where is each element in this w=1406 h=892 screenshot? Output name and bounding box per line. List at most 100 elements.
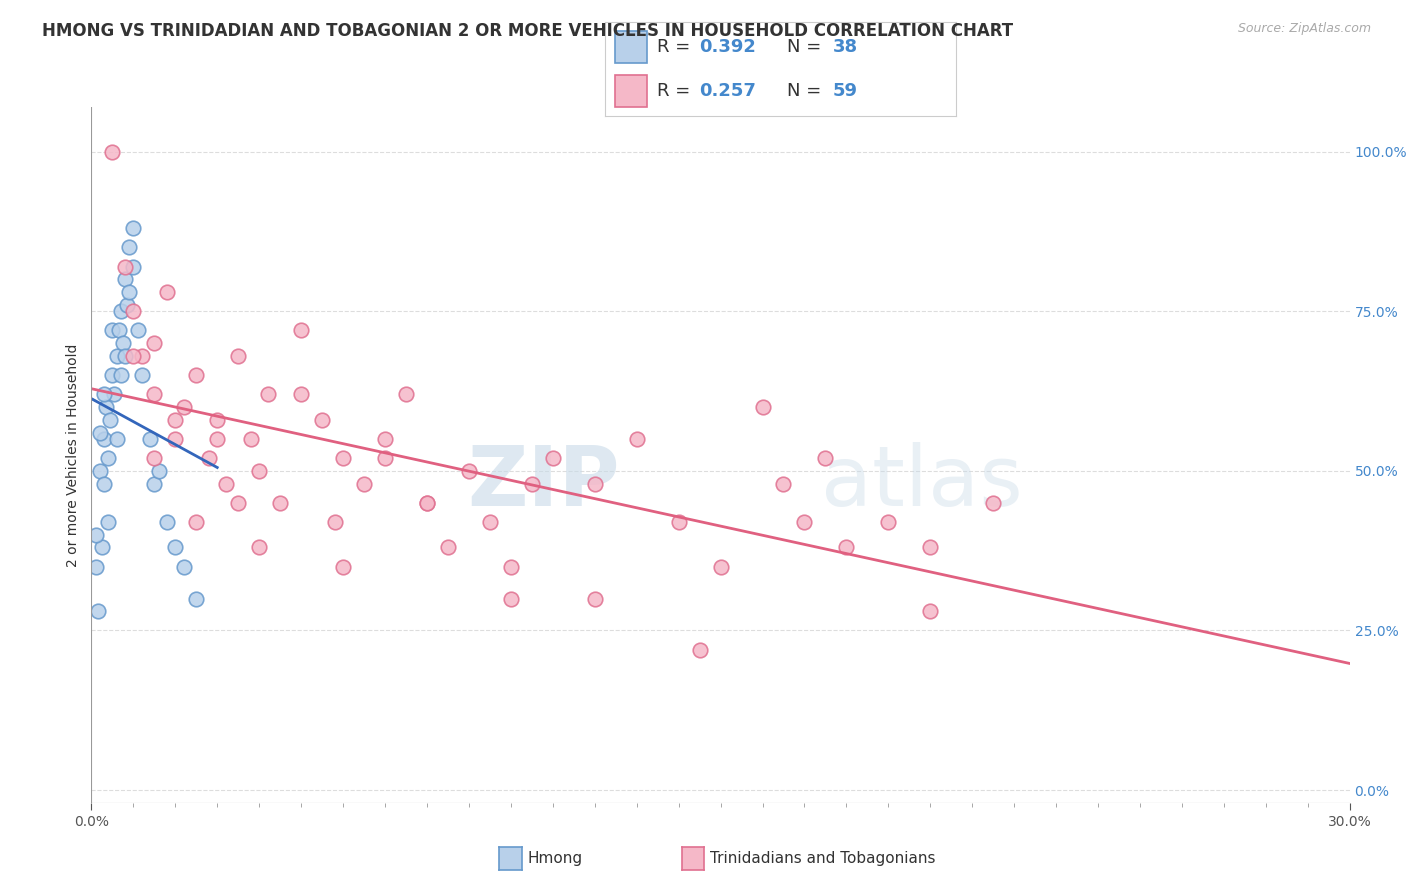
Point xyxy=(256,387,278,401)
Point xyxy=(97,451,120,466)
Point xyxy=(395,387,418,401)
Point xyxy=(198,451,221,466)
Point xyxy=(311,413,333,427)
Point xyxy=(110,304,132,318)
Point xyxy=(84,559,107,574)
Point xyxy=(143,336,166,351)
Point xyxy=(186,591,208,606)
Point xyxy=(772,476,794,491)
Point xyxy=(457,464,479,478)
Point xyxy=(90,541,112,555)
Point xyxy=(416,496,439,510)
Point xyxy=(751,400,773,414)
Point xyxy=(173,400,195,414)
Point xyxy=(86,604,108,618)
Point xyxy=(105,349,128,363)
Point xyxy=(94,400,117,414)
Point xyxy=(247,541,270,555)
Point xyxy=(290,387,312,401)
Point xyxy=(814,451,837,466)
Point xyxy=(920,541,942,555)
Point xyxy=(981,496,1004,510)
Point xyxy=(110,368,132,383)
Point xyxy=(353,476,375,491)
Point xyxy=(247,464,270,478)
Point xyxy=(332,451,354,466)
Point xyxy=(139,432,162,446)
Point xyxy=(239,432,262,446)
Point xyxy=(115,298,138,312)
Point xyxy=(143,476,166,491)
Text: atlas: atlas xyxy=(821,442,1024,524)
Text: HMONG VS TRINIDADIAN AND TOBAGONIAN 2 OR MORE VEHICLES IN HOUSEHOLD CORRELATION : HMONG VS TRINIDADIAN AND TOBAGONIAN 2 OR… xyxy=(42,22,1014,40)
Point xyxy=(122,221,145,235)
Point xyxy=(122,260,145,274)
Point xyxy=(323,515,346,529)
Point xyxy=(101,368,124,383)
Point xyxy=(835,541,858,555)
Point xyxy=(93,387,115,401)
Point xyxy=(156,515,179,529)
Point xyxy=(101,323,124,337)
Point xyxy=(478,515,501,529)
Text: 0.257: 0.257 xyxy=(700,82,756,100)
Point xyxy=(205,432,228,446)
Text: Source: ZipAtlas.com: Source: ZipAtlas.com xyxy=(1237,22,1371,36)
Text: 59: 59 xyxy=(832,82,858,100)
Y-axis label: 2 or more Vehicles in Household: 2 or more Vehicles in Household xyxy=(66,343,80,566)
Text: ZIP: ZIP xyxy=(467,442,620,524)
Point xyxy=(165,541,187,555)
Point xyxy=(416,496,439,510)
Point xyxy=(98,413,121,427)
Point xyxy=(226,496,249,510)
Point xyxy=(173,559,195,574)
Point xyxy=(499,559,522,574)
Point xyxy=(131,368,153,383)
Point xyxy=(541,451,564,466)
Text: N =: N = xyxy=(787,82,827,100)
Point xyxy=(269,496,291,510)
Point xyxy=(499,591,522,606)
Text: 0.392: 0.392 xyxy=(700,37,756,55)
Text: 38: 38 xyxy=(832,37,858,55)
Point xyxy=(118,240,141,254)
Point xyxy=(520,476,543,491)
Point xyxy=(103,387,125,401)
Point xyxy=(374,432,396,446)
Point xyxy=(127,323,149,337)
Point xyxy=(626,432,648,446)
Point xyxy=(226,349,249,363)
Text: R =: R = xyxy=(658,37,696,55)
Point xyxy=(101,145,124,159)
FancyBboxPatch shape xyxy=(616,75,647,107)
Text: R =: R = xyxy=(658,82,696,100)
Point xyxy=(668,515,690,529)
Point xyxy=(290,323,312,337)
Text: N =: N = xyxy=(787,37,827,55)
Point xyxy=(143,451,166,466)
Point xyxy=(148,464,170,478)
Point xyxy=(332,559,354,574)
Point xyxy=(93,432,115,446)
Point xyxy=(186,368,208,383)
Point xyxy=(374,451,396,466)
Point xyxy=(131,349,153,363)
Point xyxy=(118,285,141,300)
Point xyxy=(111,336,134,351)
Point xyxy=(97,515,120,529)
Point xyxy=(709,559,731,574)
Text: Trinidadians and Tobagonians: Trinidadians and Tobagonians xyxy=(710,851,935,865)
Point xyxy=(84,527,107,541)
Point xyxy=(877,515,900,529)
Point xyxy=(93,476,115,491)
Point xyxy=(143,387,166,401)
Point xyxy=(214,476,236,491)
Point xyxy=(920,604,942,618)
Point xyxy=(89,425,111,440)
Point xyxy=(114,349,136,363)
Point xyxy=(122,304,145,318)
Point xyxy=(156,285,179,300)
Point xyxy=(114,272,136,286)
Point xyxy=(89,464,111,478)
Point xyxy=(114,260,136,274)
